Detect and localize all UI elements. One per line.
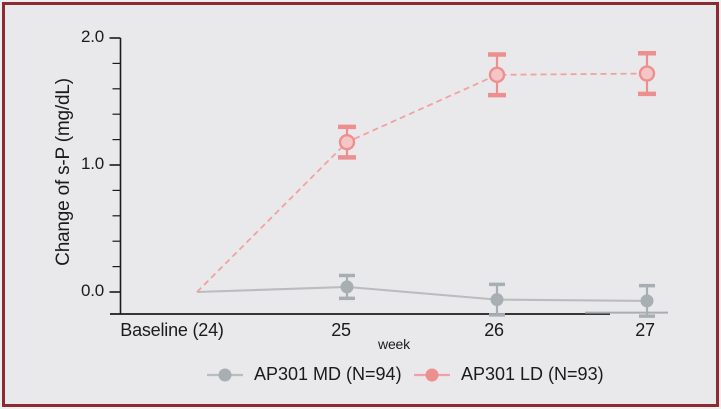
legend-dot [425,368,439,381]
legend-label: AP301 MD (N=94) [254,364,402,384]
y-tick-label: 0.0 [80,281,104,300]
x-tick-label: 25 [331,320,351,340]
x-axis-title: week [378,336,410,352]
data-point-marker [640,294,654,308]
series-line-ld [196,72,648,293]
x-tick-label: 26 [484,320,504,340]
x-tick-label: Baseline (24) [120,320,224,340]
legend-label: AP301 LD (N=93) [461,364,604,384]
y-tick-label: 2.0 [80,27,104,46]
data-point-marker [338,133,356,151]
legend-item-ap301-ld: AP301 LD (N=93) [412,364,604,385]
series-line-md [196,285,648,302]
legend-marker-ap301-md [207,368,243,381]
legend-dot [218,368,232,381]
data-point-marker [488,66,506,84]
y-tick-label: 1.0 [80,154,104,173]
legend-item-ap301-md: AP301 MD (N=94) [205,364,402,385]
data-point-marker [638,65,656,82]
data-point-marker [490,293,504,307]
x-tick-label: 27 [635,320,655,340]
data-point-marker [340,280,354,294]
legend-marker-ap301-ld [414,368,450,381]
